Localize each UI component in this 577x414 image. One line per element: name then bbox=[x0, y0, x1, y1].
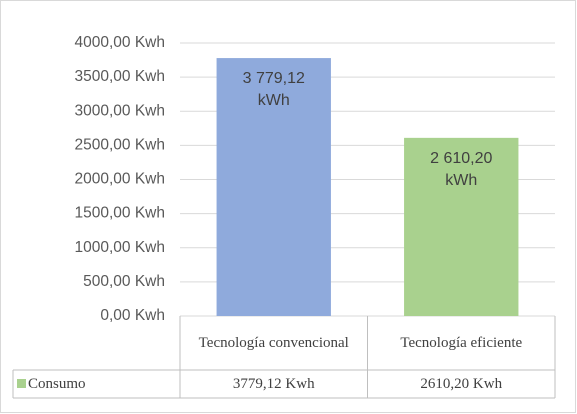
y-tick-label: 500,00 Kwh bbox=[83, 273, 165, 290]
legend-label: Consumo bbox=[28, 375, 86, 392]
table-value-box: 3779,12 Kwh bbox=[232, 375, 315, 392]
data-label: 3 779,12 kWh bbox=[242, 70, 305, 110]
table-value: 3779,12 Kwh bbox=[232, 375, 315, 392]
x-tick-label: Tecnología convencional bbox=[198, 334, 349, 351]
y-tick-label: 1000,00 Kwh bbox=[75, 239, 166, 256]
y-tick-label: 4000,00 Kwh bbox=[75, 34, 166, 51]
y-tick-label: 3000,00 Kwh bbox=[75, 102, 166, 119]
table-value: 2610,20 Kwh bbox=[420, 375, 503, 392]
data-label-box: 2 610,20 kWh bbox=[430, 149, 493, 189]
x-tick-label: Tecnología eficiente bbox=[400, 334, 523, 351]
y-tick-label: 2000,00 Kwh bbox=[75, 171, 166, 188]
y-tick-label: 0,00 Kwh bbox=[100, 307, 165, 324]
table-value-box: 2610,20 Kwh bbox=[420, 375, 503, 392]
bar bbox=[404, 137, 519, 316]
y-tick-label: 2500,00 Kwh bbox=[75, 136, 166, 153]
data-label-box: 3 779,12 kWh bbox=[242, 70, 305, 110]
legend-label-box: Consumo bbox=[28, 375, 86, 392]
x-tick-label-box: Tecnología convencional bbox=[198, 334, 349, 351]
bar bbox=[216, 58, 331, 316]
data-label: 2 610,20 kWh bbox=[430, 149, 493, 189]
legend-swatch bbox=[17, 379, 26, 388]
y-tick-label: 3500,00 Kwh bbox=[75, 68, 166, 85]
y-tick-label: 1500,00 Kwh bbox=[75, 205, 166, 222]
x-tick-label-box: Tecnología eficiente bbox=[400, 334, 523, 351]
